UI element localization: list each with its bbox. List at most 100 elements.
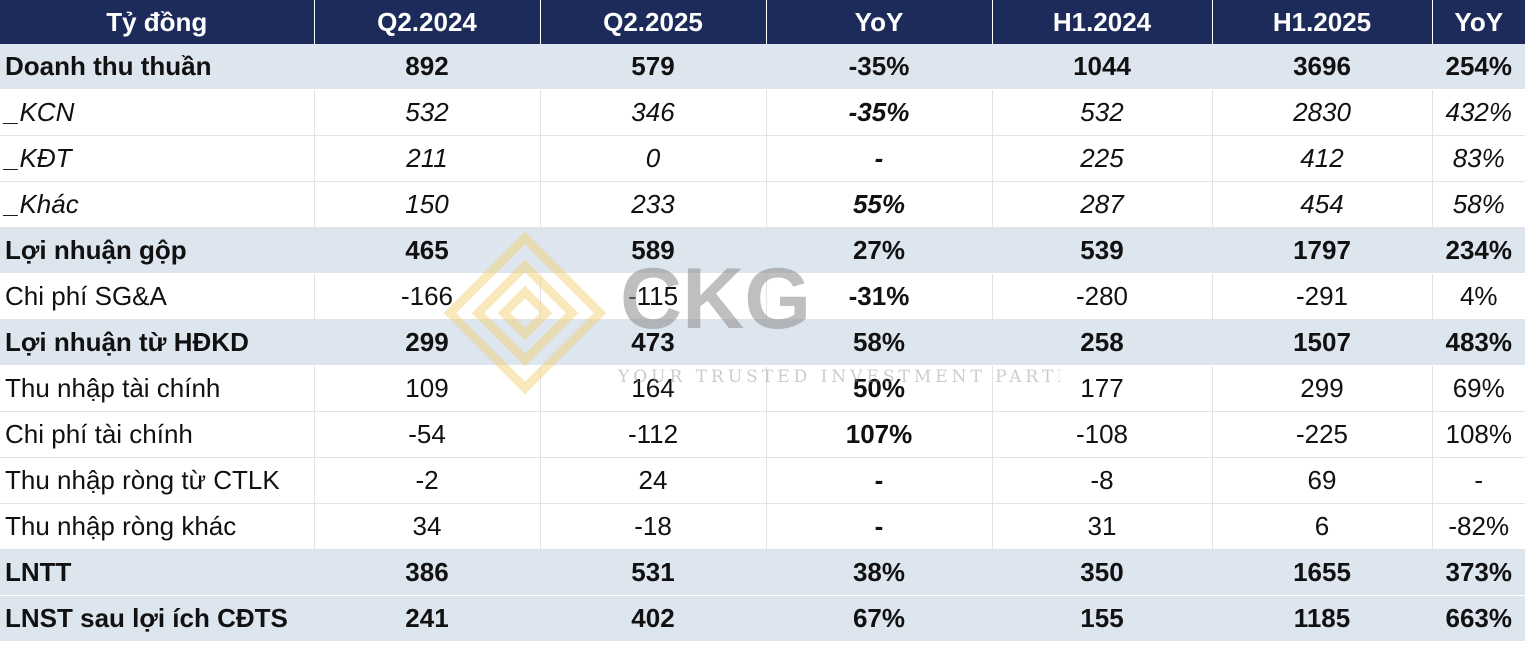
cell-yoy-half: -82%: [1432, 503, 1525, 550]
cell-label: LNTT: [0, 549, 315, 596]
cell-q2-2024: 34: [314, 503, 541, 550]
cell-label: Lợi nhuận từ HĐKD: [0, 319, 315, 366]
cell-q2-2024: -2: [314, 457, 541, 504]
cell-h1-2024: 155: [992, 595, 1213, 642]
cell-q2-2024: 465: [314, 227, 541, 274]
cell-h1-2024: 287: [992, 181, 1213, 228]
cell-label: Thu nhập ròng khác: [0, 503, 315, 550]
table-row: _KĐT 211 0-225 412 83%: [0, 135, 1525, 182]
cell-h1-2024: 1044: [992, 44, 1213, 90]
cell-yoy-half: 108%: [1432, 411, 1525, 458]
cell-label: Doanh thu thuần: [0, 44, 315, 90]
cell-h1-2025: 299: [1212, 365, 1433, 412]
cell-h1-2025: 2830: [1212, 89, 1433, 136]
cell-yoy-quarter: 55%: [766, 181, 993, 228]
cell-label: Lợi nhuận gộp: [0, 227, 315, 274]
cell-yoy-quarter: 107%: [766, 411, 993, 458]
cell-h1-2024: -8: [992, 457, 1213, 504]
cell-q2-2025: 473: [540, 319, 767, 366]
cell-yoy-half: 69%: [1432, 365, 1525, 412]
cell-q2-2024: 892: [314, 44, 541, 90]
cell-q2-2024: 299: [314, 319, 541, 366]
cell-yoy-half: 432%: [1432, 89, 1525, 136]
cell-yoy-half: 4%: [1432, 273, 1525, 320]
cell-yoy-half: 58%: [1432, 181, 1525, 228]
cell-q2-2025: 531: [540, 549, 767, 596]
cell-yoy-quarter: 27%: [766, 227, 993, 274]
cell-h1-2025: 454: [1212, 181, 1433, 228]
cell-yoy-half: 663%: [1432, 595, 1525, 642]
cell-yoy-quarter: -: [766, 457, 993, 504]
cell-h1-2025: 1185: [1212, 595, 1433, 642]
table-body: Doanh thu thuần 892 579 -35% 1044 3696 254% _KC…: [0, 44, 1525, 642]
cell-h1-2025: -225: [1212, 411, 1433, 458]
cell-yoy-half: -: [1432, 457, 1525, 504]
header-row: Tỷ đồng Q2.2024 Q2.2025 YoY H1.2024 H1.2…: [0, 0, 1525, 44]
cell-label: Chi phí tài chính: [0, 411, 315, 458]
cell-h1-2024: 258: [992, 319, 1213, 366]
cell-yoy-quarter: 67%: [766, 595, 993, 642]
table-header: Tỷ đồng Q2.2024 Q2.2025 YoY H1.2024 H1.2…: [0, 0, 1525, 44]
cell-yoy-quarter: -: [766, 503, 993, 550]
header-yoy-quarter: YoY: [766, 0, 993, 44]
cell-label: Chi phí SG&A: [0, 273, 315, 320]
cell-q2-2025: 579: [540, 44, 767, 90]
table-row: _KCN 532 346 -35% 532 2830 432%: [0, 89, 1525, 136]
cell-q2-2025: 24: [540, 457, 767, 504]
table-row: Thu nhập ròng khác 34 -18-31 6 -82%: [0, 503, 1525, 550]
cell-label: Thu nhập tài chính: [0, 365, 315, 412]
cell-q2-2025: 0: [540, 135, 767, 182]
cell-q2-2024: -54: [314, 411, 541, 458]
cell-h1-2025: 6: [1212, 503, 1433, 550]
header-unit: Tỷ đồng: [0, 0, 315, 44]
cell-yoy-half: 373%: [1432, 549, 1525, 596]
table-row: LNST sau lợi ích CĐTS 241 402 67% 155 1185 663…: [0, 595, 1525, 642]
table-row: LNTT 386 531 38% 350 1655 373%: [0, 549, 1525, 596]
header-q2-2024: Q2.2024: [314, 0, 541, 44]
cell-label: Thu nhập ròng từ CTLK: [0, 457, 315, 504]
cell-yoy-quarter: 38%: [766, 549, 993, 596]
table-row: Chi phí SG&A -166 -115 -31% -280 -291 4%: [0, 273, 1525, 320]
cell-h1-2024: 177: [992, 365, 1213, 412]
cell-h1-2025: 1797: [1212, 227, 1433, 274]
cell-yoy-half: 83%: [1432, 135, 1525, 182]
cell-q2-2024: 109: [314, 365, 541, 412]
table-row: Thu nhập tài chính 109 164 50% 177 299 69%: [0, 365, 1525, 412]
cell-h1-2024: 225: [992, 135, 1213, 182]
cell-h1-2025: 1655: [1212, 549, 1433, 596]
table-row: Doanh thu thuần 892 579 -35% 1044 3696 254%: [0, 44, 1525, 90]
cell-yoy-quarter: 58%: [766, 319, 993, 366]
header-yoy-half: YoY: [1432, 0, 1525, 44]
table-row: Chi phí tài chính -54 -112 107% -108 -225 108%: [0, 411, 1525, 458]
cell-h1-2025: 412: [1212, 135, 1433, 182]
cell-h1-2024: -108: [992, 411, 1213, 458]
cell-yoy-half: 483%: [1432, 319, 1525, 366]
cell-h1-2025: 69: [1212, 457, 1433, 504]
cell-h1-2024: 539: [992, 227, 1213, 274]
cell-q2-2025: -115: [540, 273, 767, 320]
header-h1-2024: H1.2024: [992, 0, 1213, 44]
cell-yoy-half: 254%: [1432, 44, 1525, 90]
cell-yoy-quarter: -31%: [766, 273, 993, 320]
cell-h1-2025: 1507: [1212, 319, 1433, 366]
cell-label: _Khác: [0, 181, 315, 228]
cell-h1-2024: 31: [992, 503, 1213, 550]
cell-label: LNST sau lợi ích CĐTS: [0, 595, 315, 642]
cell-yoy-half: 234%: [1432, 227, 1525, 274]
cell-q2-2025: -18: [540, 503, 767, 550]
cell-q2-2025: 164: [540, 365, 767, 412]
cell-h1-2025: 3696: [1212, 44, 1433, 90]
cell-q2-2024: 211: [314, 135, 541, 182]
cell-q2-2025: 346: [540, 89, 767, 136]
table-row: Lợi nhuận gộp 465 589 27% 539 1797 234%: [0, 227, 1525, 274]
cell-q2-2024: 241: [314, 595, 541, 642]
cell-q2-2025: 589: [540, 227, 767, 274]
cell-yoy-quarter: -35%: [766, 44, 993, 90]
cell-h1-2024: 532: [992, 89, 1213, 136]
cell-yoy-quarter: -: [766, 135, 993, 182]
cell-q2-2024: -166: [314, 273, 541, 320]
cell-h1-2024: -280: [992, 273, 1213, 320]
cell-label: _KĐT: [0, 135, 315, 182]
header-q2-2025: Q2.2025: [540, 0, 767, 44]
